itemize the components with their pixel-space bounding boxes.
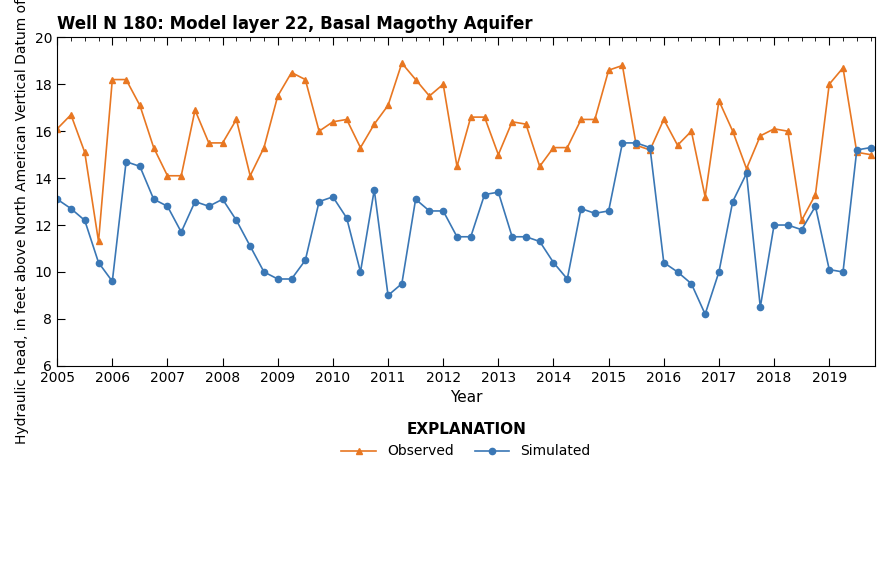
Observed bbox=[589, 116, 600, 123]
Simulated bbox=[328, 193, 338, 200]
X-axis label: Year: Year bbox=[449, 390, 482, 405]
Line: Simulated: Simulated bbox=[54, 140, 874, 317]
Simulated bbox=[287, 276, 297, 283]
Line: Observed: Observed bbox=[53, 59, 874, 245]
Observed bbox=[52, 125, 62, 132]
Simulated bbox=[562, 276, 572, 283]
Simulated bbox=[314, 198, 325, 205]
Simulated bbox=[865, 144, 876, 151]
Simulated bbox=[617, 140, 627, 146]
Observed bbox=[865, 151, 876, 158]
Simulated bbox=[700, 311, 710, 317]
Simulated bbox=[259, 268, 270, 275]
Simulated bbox=[190, 198, 200, 205]
Observed bbox=[204, 140, 214, 146]
Observed bbox=[397, 59, 408, 66]
Legend: Observed, Simulated: Observed, Simulated bbox=[336, 417, 596, 464]
Observed bbox=[300, 76, 311, 83]
Observed bbox=[93, 238, 104, 245]
Text: Well N 180: Model layer 22, Basal Magothy Aquifer: Well N 180: Model layer 22, Basal Magoth… bbox=[57, 15, 533, 33]
Observed bbox=[328, 118, 338, 125]
Observed bbox=[272, 93, 283, 100]
Observed bbox=[342, 116, 352, 123]
Y-axis label: Hydraulic head, in feet above North American Vertical Datum of 1988: Hydraulic head, in feet above North Amer… bbox=[15, 0, 29, 444]
Simulated bbox=[52, 196, 62, 202]
